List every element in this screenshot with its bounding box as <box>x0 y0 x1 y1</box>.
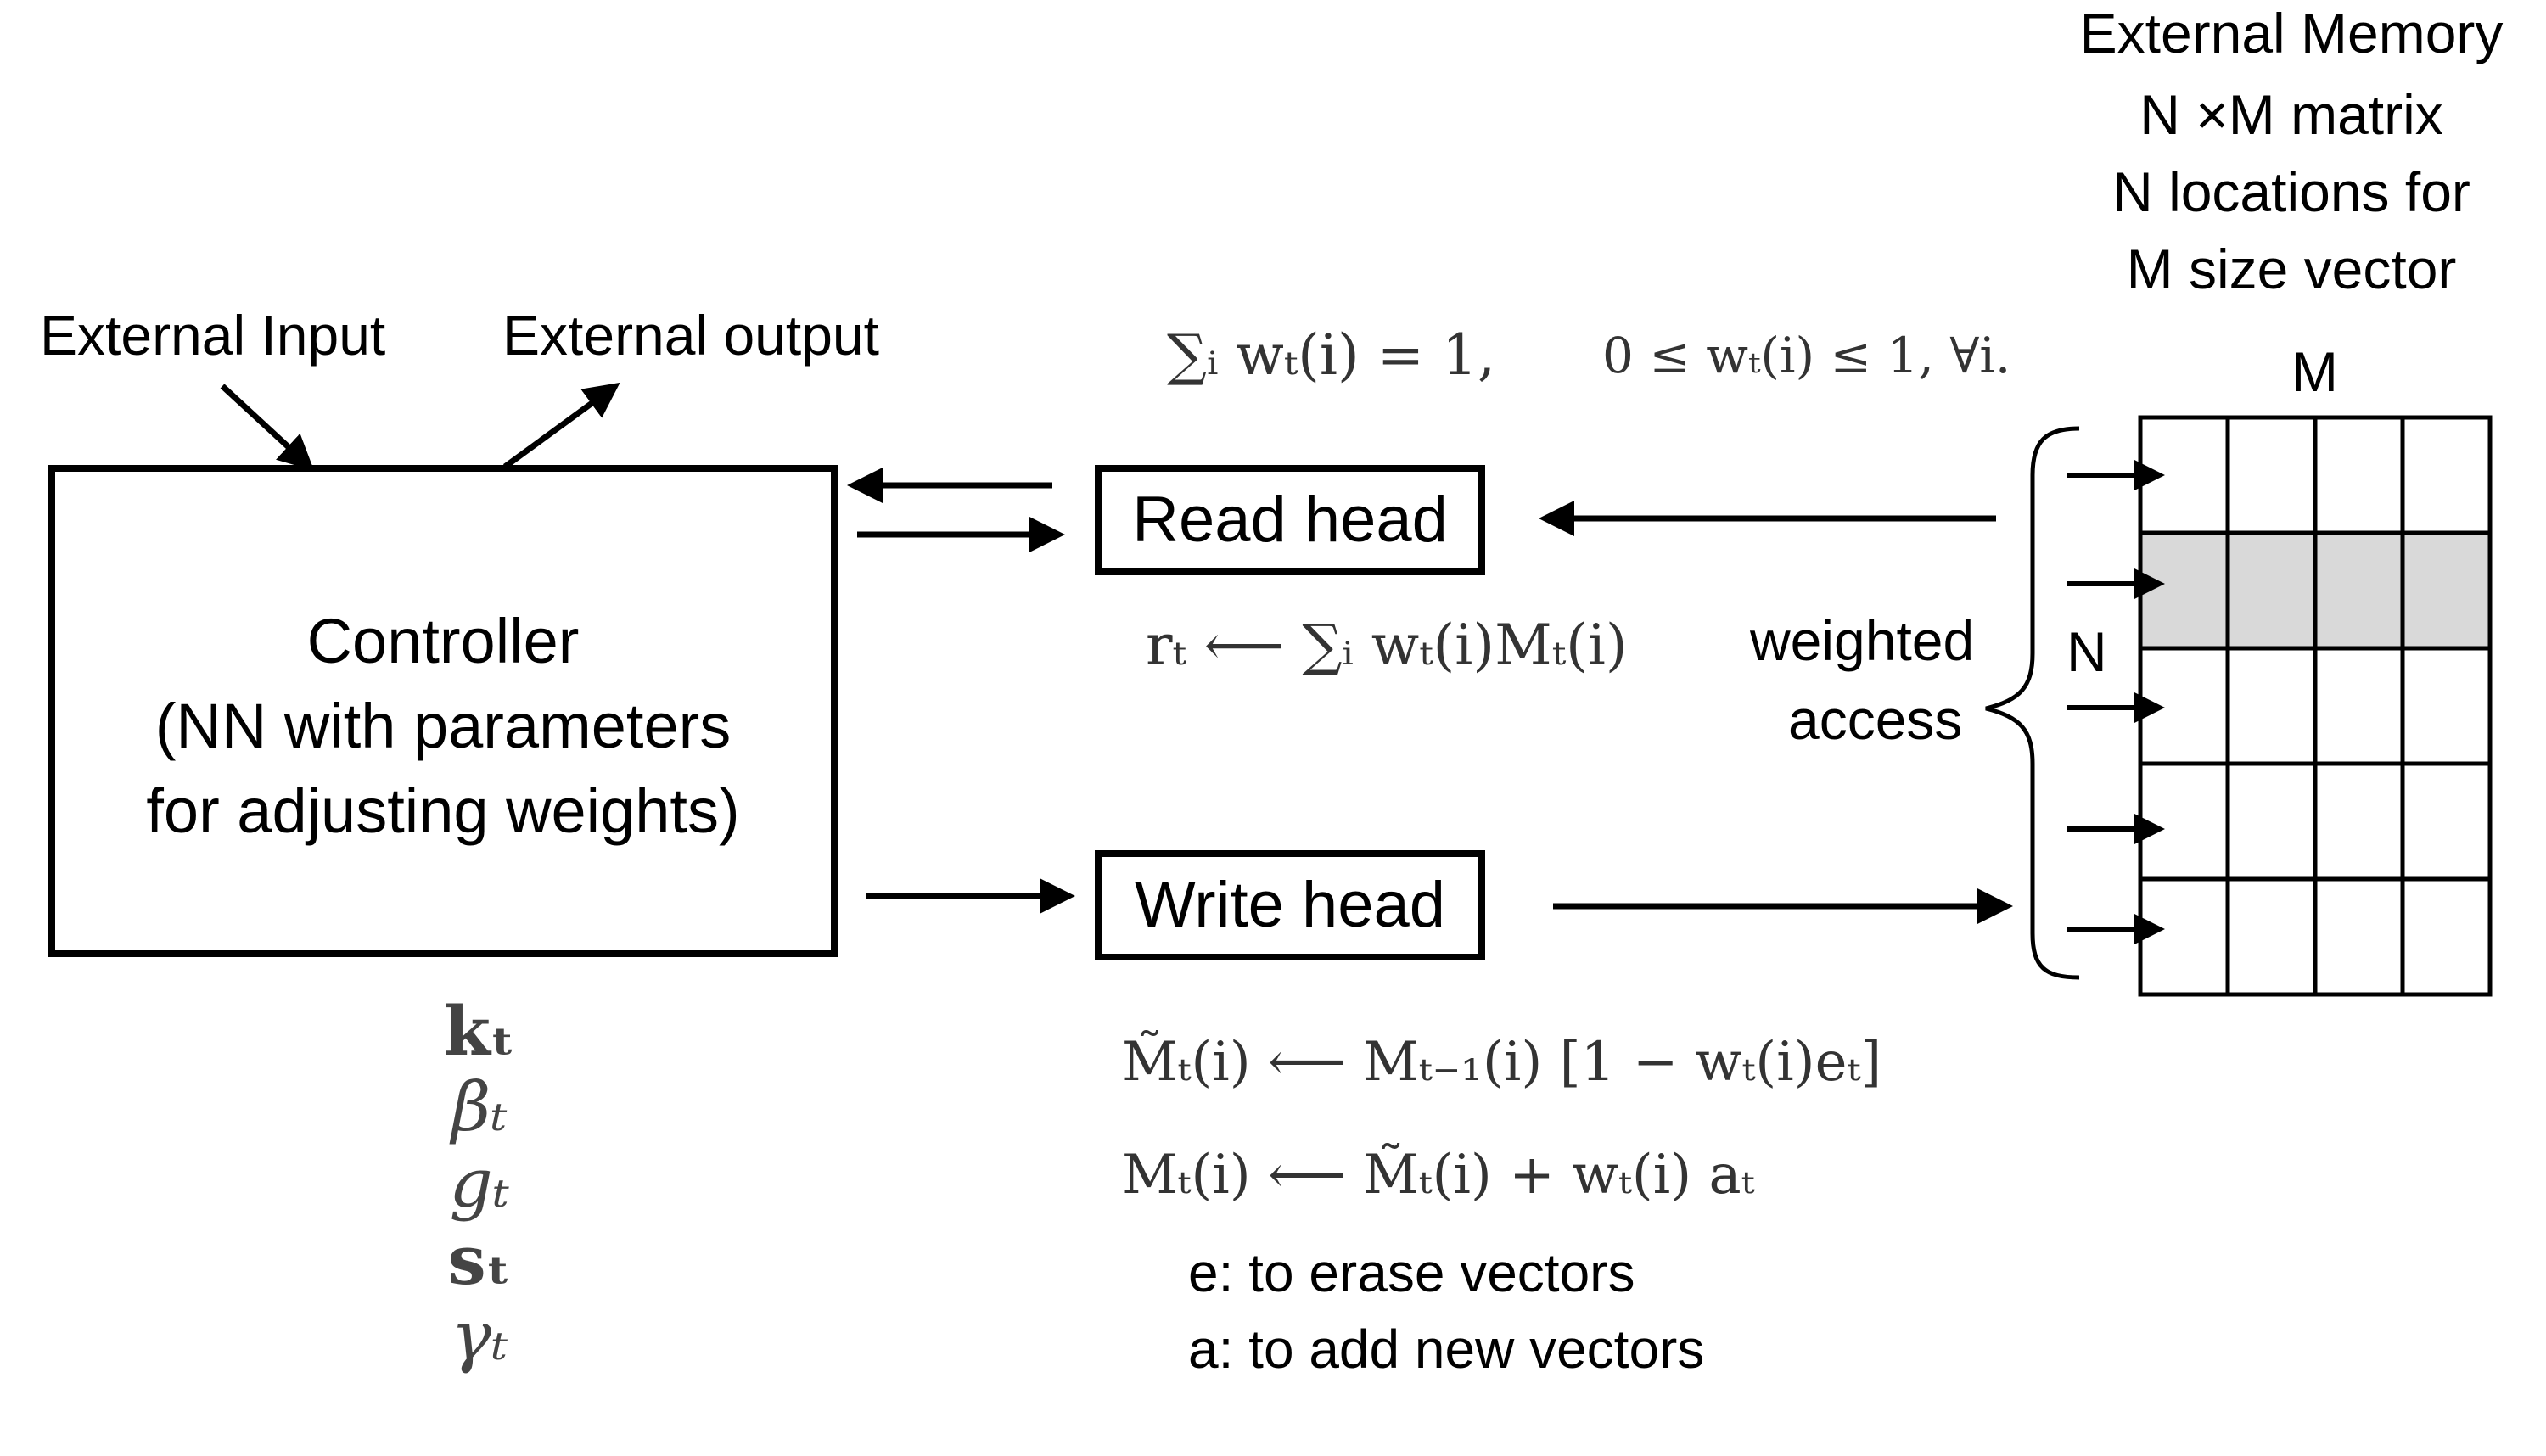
memory-title: External Memory <box>2079 2 2504 64</box>
external-output-label: External output <box>502 304 879 367</box>
access-label: access <box>1788 688 1963 751</box>
weighted-label: weighted <box>1750 609 1975 672</box>
weight-range-equation: 0 ≤ wₜ(i) ≤ 1, ∀i. <box>1602 327 2011 384</box>
erase-equation: M̃ₜ(i) ⟵ Mₜ₋₁(i) [1 − wₜ(i)eₜ] <box>1122 1031 1882 1094</box>
write-head-box: Write head <box>1095 850 1485 960</box>
read-equation: rₜ ⟵ ∑ᵢ wₜ(i)Mₜ(i) <box>1146 613 1628 678</box>
gate-var: gₜ <box>449 1144 510 1223</box>
external-input-arrow <box>220 384 315 471</box>
external-output-arrow <box>502 382 620 469</box>
gamma-var: γₜ <box>451 1296 508 1375</box>
memory-brace <box>1985 426 2080 980</box>
add-note: a: to add new vectors <box>1188 1319 1705 1380</box>
external-input-label: External Input <box>40 304 386 367</box>
controller-text: Controller (NN with parameters for adjus… <box>55 599 831 854</box>
controller-box: Controller (NN with parameters for adjus… <box>48 465 838 957</box>
controller-desc-line2: for adjusting weights) <box>146 776 740 846</box>
read-head-box: Read head <box>1095 465 1485 575</box>
controller-title: Controller <box>306 606 580 676</box>
memory-m-axis-label: M <box>2291 340 2338 403</box>
weight-sum-equation: ∑ᵢ wₜ(i) = 1, <box>1167 322 1495 388</box>
controller-outputs: kₜ βₜ gₜ sₜ γₜ <box>429 997 530 1379</box>
key-vector-var: kₜ <box>443 991 516 1071</box>
memory-vector-label: M size vector <box>2126 238 2457 300</box>
read-head-label: Read head <box>1132 484 1448 556</box>
memory-grid <box>2138 415 2493 997</box>
row-access-arrows <box>2067 460 2165 944</box>
shift-vector-var: sₜ <box>447 1220 512 1300</box>
beta-var: βₜ <box>451 1067 508 1146</box>
write-head-label: Write head <box>1134 869 1446 941</box>
add-equation: Mₜ(i) ⟵ M̃ₜ(i) + wₜ(i) aₜ <box>1122 1144 1755 1207</box>
controller-desc-line1: (NN with parameters <box>154 691 732 761</box>
memory-size-label: N ×M matrix <box>2139 83 2443 146</box>
erase-note: e: to erase vectors <box>1188 1242 1635 1303</box>
memory-n-axis-label: N <box>2067 620 2107 683</box>
memory-locations-label: N locations for <box>2112 160 2470 223</box>
